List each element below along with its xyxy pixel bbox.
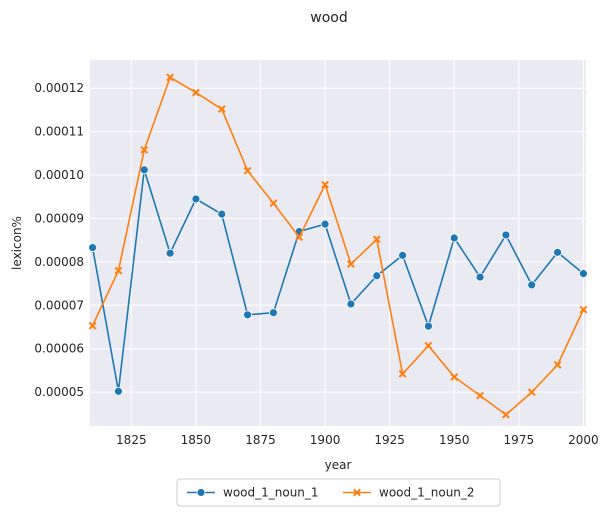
- plot-area: [90, 60, 586, 426]
- data-point: [346, 299, 356, 309]
- x-tick-label: 1875: [245, 433, 276, 447]
- data-point: [269, 308, 278, 318]
- y-tick-label: 0.00007: [34, 298, 84, 312]
- chart-title: wood: [310, 10, 347, 26]
- x-tick-label: 1825: [116, 433, 147, 447]
- legend-marker: [353, 488, 361, 497]
- data-point: [243, 310, 252, 320]
- data-point: [114, 386, 123, 396]
- y-tick-label: 0.00005: [34, 385, 84, 399]
- data-point: [579, 269, 588, 279]
- y-tick-label: 0.00010: [34, 168, 84, 182]
- data-point: [320, 219, 330, 229]
- data-point: [269, 199, 278, 208]
- legend-entry: wood_1_noun_2: [343, 486, 475, 500]
- x-tick-label: 2000: [568, 433, 599, 447]
- data-point: [140, 145, 149, 154]
- data-point: [347, 260, 355, 268]
- y-axis-label: lexicon%: [10, 216, 24, 270]
- y-tick-label: 0.00012: [34, 81, 84, 95]
- x-tick-label: 1925: [374, 433, 405, 447]
- data-point: [114, 266, 123, 275]
- x-axis-ticks: 1825 1850 1875 1900 1925 1950 1975 2000: [116, 433, 599, 447]
- data-point: [166, 73, 174, 82]
- legend: wood_1_noun_1 wood_1_noun_2: [176, 478, 501, 507]
- data-point: [475, 272, 485, 282]
- data-point: [527, 388, 536, 397]
- data-point: [501, 230, 511, 240]
- y-tick-label: 0.00008: [34, 255, 84, 269]
- data-point: [502, 410, 510, 419]
- data-point: [553, 360, 562, 369]
- x-tick-label: 1850: [181, 433, 212, 447]
- data-point: [321, 180, 329, 189]
- y-tick-label: 0.00006: [34, 342, 84, 356]
- data-point: [553, 247, 562, 257]
- y-tick-label: 0.00009: [34, 211, 84, 225]
- legend-marker: [196, 488, 206, 497]
- series-line: [91, 169, 584, 392]
- y-tick-label: 0.00011: [34, 125, 84, 139]
- data-point: [243, 166, 252, 175]
- grid-lines: [90, 60, 586, 426]
- data-point: [295, 233, 304, 242]
- x-tick-label: 1950: [439, 433, 470, 447]
- data-point: [476, 391, 484, 400]
- data-point: [398, 250, 407, 260]
- data-point: [398, 369, 407, 378]
- data-point: [372, 235, 381, 244]
- data-point: [527, 280, 537, 290]
- data-point: [424, 341, 433, 350]
- legend-entry: wood_1_noun_1: [187, 486, 319, 500]
- data-point: [450, 373, 459, 381]
- data-point: [424, 321, 433, 331]
- legend-label: wood_1_noun_2: [379, 486, 475, 500]
- data-point: [579, 305, 588, 314]
- x-tick-label: 1975: [504, 433, 535, 447]
- data-point: [165, 248, 175, 258]
- series-wood_1_noun_2: [88, 73, 588, 419]
- series-wood_1_noun_1: [88, 165, 588, 396]
- data-point: [217, 105, 226, 113]
- x-axis-label: year: [325, 458, 352, 472]
- y-axis-ticks: 0.00005 0.00006 0.00007 0.00008 0.00009 0.000…: [34, 81, 84, 399]
- data-point: [449, 233, 459, 243]
- data-point: [217, 209, 227, 219]
- legend-box: [176, 478, 501, 507]
- data-point: [191, 194, 201, 204]
- legend-label: wood_1_noun_1: [223, 486, 319, 500]
- data-point: [139, 165, 149, 175]
- data-point: [192, 88, 200, 97]
- data-point: [372, 271, 382, 281]
- data-point: [88, 243, 97, 252]
- series-line: [91, 76, 585, 416]
- data-point: [88, 321, 97, 330]
- x-tick-label: 1900: [310, 433, 341, 447]
- series-group: [88, 73, 588, 419]
